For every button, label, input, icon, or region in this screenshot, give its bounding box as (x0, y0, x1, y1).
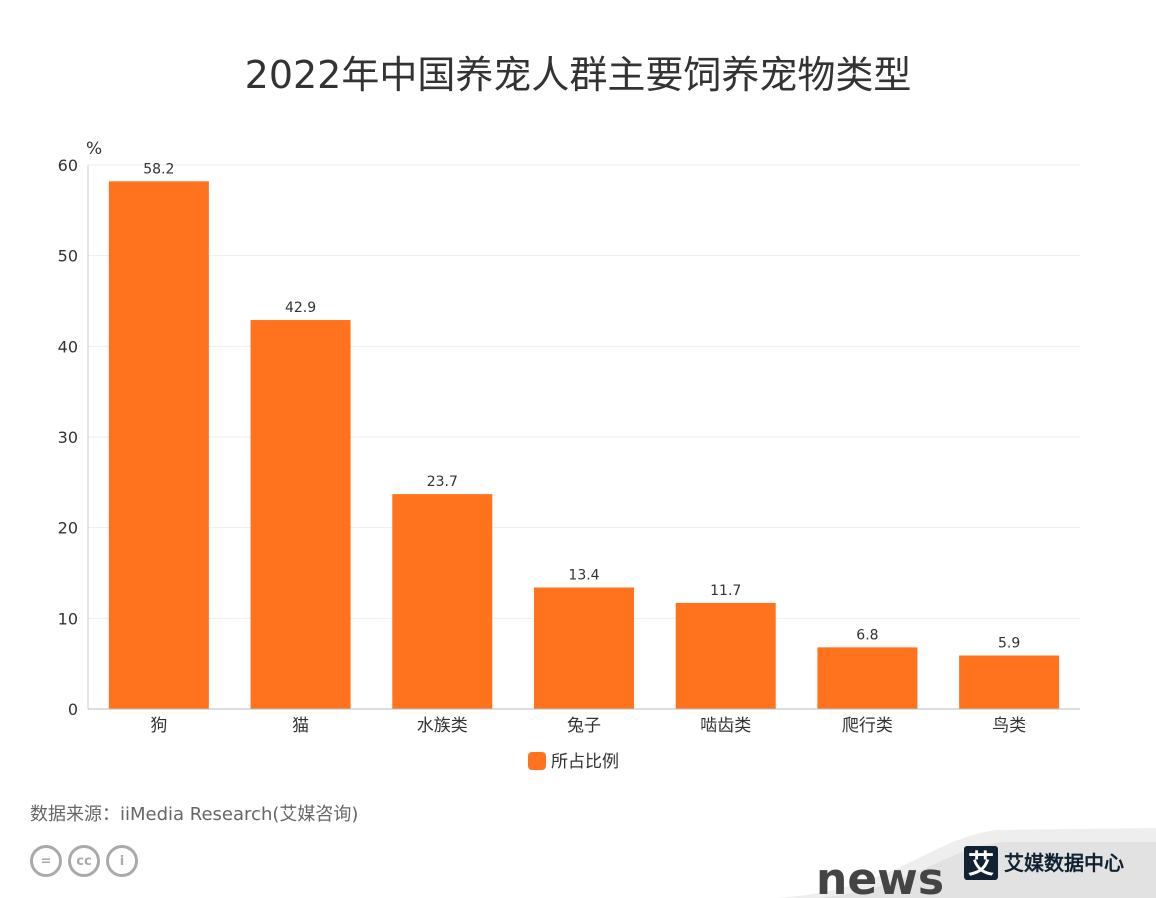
bar-1 (250, 320, 351, 709)
license-icons: = cc i (30, 845, 138, 877)
data-label: 5.9 (998, 636, 1020, 652)
watermark: news (816, 854, 944, 898)
logo-mark: 艾 (968, 850, 994, 880)
data-label: 42.9 (285, 300, 316, 316)
logo: news 艾 艾媒数据中心 (776, 828, 1156, 898)
bar-chart: 0 10 20 30 40 50 60% 58.2 狗 42.9 猫 23.7 水族类 13.4 兔子 11.… (58, 139, 1080, 772)
data-label: 11.7 (710, 583, 741, 599)
x-tick-label: 啮齿类 (700, 716, 751, 736)
chart-title: 2022年中国养宠人群主要饲养宠物类型 (244, 53, 912, 97)
x-tick-label: 狗 (150, 716, 167, 736)
y-tick-label: 20 (58, 519, 78, 538)
y-axis-unit: % (86, 139, 102, 159)
x-tick-label: 兔子 (567, 716, 601, 736)
nd-icon: = (30, 845, 62, 877)
bar-4 (675, 602, 776, 709)
y-tick-label: 0 (68, 700, 78, 719)
x-tick-label: 猫 (292, 716, 309, 736)
data-label: 6.8 (856, 627, 878, 643)
data-label: 13.4 (568, 568, 599, 584)
legend-label: 所占比例 (551, 752, 619, 772)
bar-6 (959, 655, 1060, 709)
x-tick-label: 爬行类 (842, 716, 893, 736)
data-label: 58.2 (143, 161, 174, 177)
source-note: 数据来源：iiMedia Research(艾媒咨询) (30, 804, 359, 825)
cc-icon: cc (68, 845, 100, 877)
bar-0 (108, 181, 209, 709)
x-tick-label: 鸟类 (992, 716, 1026, 736)
x-tick-label: 水族类 (417, 716, 468, 736)
bar-3 (534, 587, 634, 709)
legend-swatch (528, 752, 546, 770)
y-tick-label: 40 (58, 337, 78, 356)
y-tick-label: 30 (58, 428, 78, 447)
y-tick-label: 10 (58, 609, 78, 628)
data-label: 23.7 (427, 474, 458, 490)
by-icon: i (106, 845, 138, 877)
y-tick-label: 50 (58, 247, 78, 266)
logo-text: 艾媒数据中心 (1004, 851, 1124, 875)
bar-5 (817, 647, 918, 709)
bar-2 (392, 494, 493, 709)
y-tick-label: 60 (58, 156, 78, 175)
